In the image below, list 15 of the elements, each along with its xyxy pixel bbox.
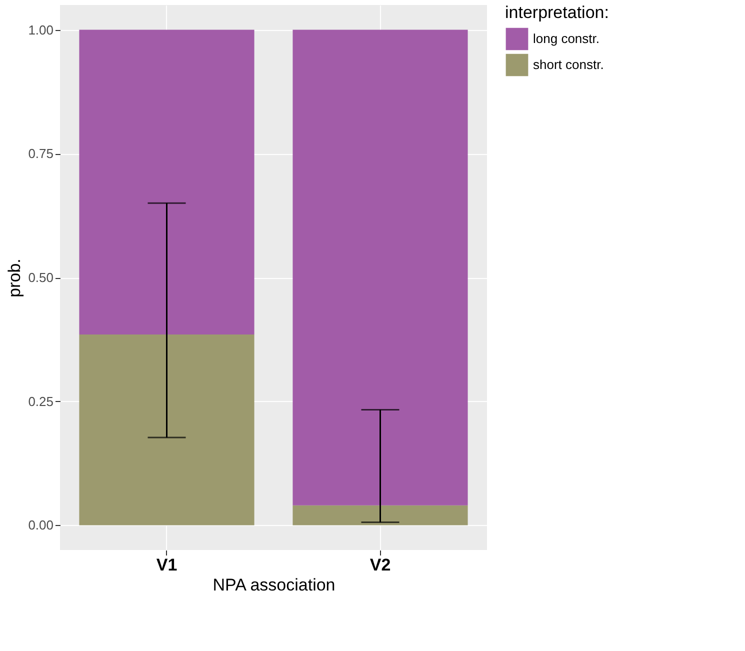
x-tick-label: V2 — [370, 556, 391, 574]
legend-title: interpretation: — [505, 3, 609, 22]
y-tick-label: 0.00 — [28, 518, 54, 533]
y-axis-title: prob. — [5, 258, 24, 298]
y-tick-label: 0.25 — [28, 394, 54, 409]
y-tick-label: 0.50 — [28, 270, 54, 285]
x-axis-title: NPA association — [212, 576, 336, 594]
bar — [292, 505, 468, 526]
legend-label: short constr. — [533, 57, 604, 72]
y-tick-label: 1.00 — [28, 22, 54, 38]
legend-label: long constr. — [533, 31, 600, 46]
x-tick-label: V1 — [156, 556, 178, 574]
y-tick-label: 0.75 — [28, 146, 54, 162]
bar — [79, 30, 254, 334]
bar — [79, 334, 254, 526]
